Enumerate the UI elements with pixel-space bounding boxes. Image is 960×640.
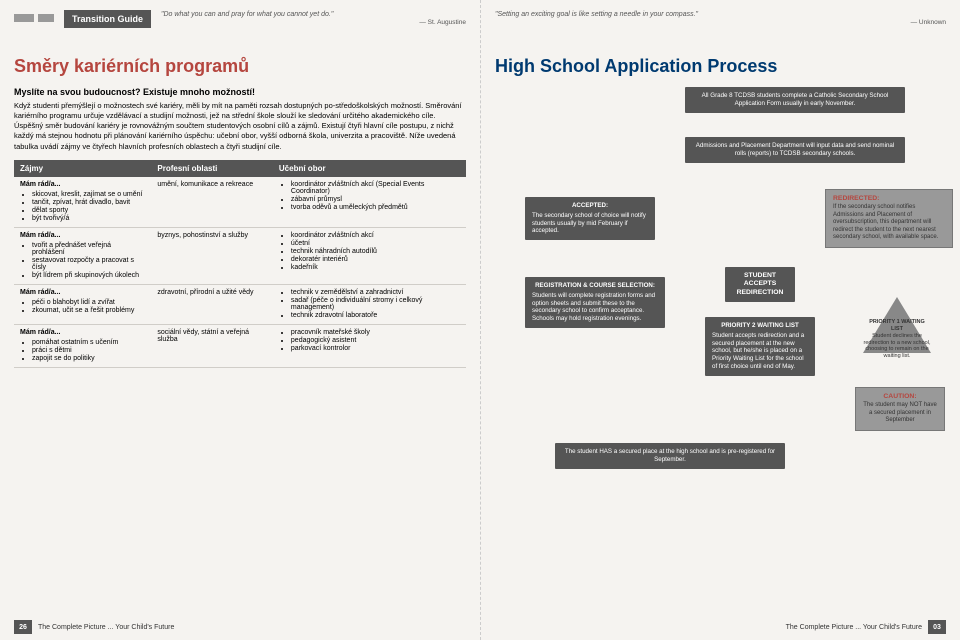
priority1-label: PRIORITY 1 WAITING LIST Student declines… (863, 319, 931, 360)
flow-step2: Admissions and Placement Department will… (685, 137, 905, 163)
flow-priority2: PRIORITY 2 WAITING LIST Student accepts … (705, 317, 815, 376)
quote-right: "Setting an exciting goal is like settin… (495, 10, 946, 28)
flow-redirected: REDIRECTED: If the secondary school noti… (825, 189, 953, 248)
table-row: Mám rád/a...pomáhat ostatním s učenímprá… (14, 324, 466, 367)
header-bar: Transition Guide (64, 10, 151, 28)
left-title: Směry kariérních programů (14, 56, 466, 77)
flow-accepted: ACCEPTED: The secondary school of choice… (525, 197, 655, 240)
flow-final: The student HAS a secured place at the h… (555, 443, 785, 469)
table-row: Mám rád/a...skicovat, kreslit, zajímat s… (14, 177, 466, 228)
footer-right: 03 The Complete Picture ... Your Child's… (786, 620, 946, 634)
intro-body: Když studenti přemýšlejí o možnostech sv… (14, 101, 466, 152)
career-table: Zájmy Profesní oblasti Učební obor Mám r… (14, 160, 466, 368)
flow-step1: All Grade 8 TCDSB students complete a Ca… (685, 87, 905, 113)
subhead: Myslíte na svou budoucnost? Existuje mno… (14, 87, 466, 97)
flow-sar: STUDENT ACCEPTS REDIRECTION (725, 267, 795, 302)
quote-left: "Do what you can and pray for what you c… (161, 10, 466, 28)
flowchart: All Grade 8 TCDSB students complete a Ca… (495, 87, 946, 567)
right-title: High School Application Process (495, 56, 946, 77)
table-row: Mám rád/a...péči o blahobyt lidí a zvířa… (14, 284, 466, 324)
table-row: Mám rád/a...tvořit a přednášet veřejná p… (14, 227, 466, 284)
flow-caution: CAUTION: The student may NOT have a secu… (855, 387, 945, 431)
flow-registration: REGISTRATION & COURSE SELECTION: Student… (525, 277, 665, 328)
header-accent (14, 14, 54, 22)
footer-left: 26 The Complete Picture ... Your Child's… (14, 620, 174, 634)
